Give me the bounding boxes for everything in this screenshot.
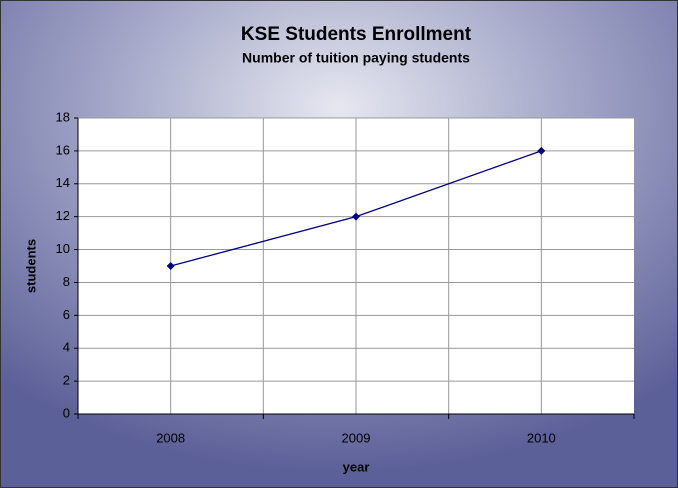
x-tick-label: 2009 [342,430,371,445]
y-axis-label: students [23,239,38,293]
y-tick-label: 12 [56,208,70,223]
data-point [537,146,546,155]
chart-subtitle: Number of tuition paying students [242,50,470,66]
y-tick-label: 0 [63,405,70,420]
y-tick-label: 2 [63,373,70,388]
y-tick-label: 6 [63,307,70,322]
x-axis-label: year [343,459,370,474]
data-point [166,262,175,270]
y-tick-label: 4 [63,340,70,355]
x-tick-label: 2010 [527,430,556,445]
x-tick-label: 2008 [156,430,185,445]
data-point [352,212,360,221]
y-tick-label: 10 [56,241,70,256]
y-tick-label: 8 [63,274,70,289]
y-tick-label: 18 [56,109,70,124]
y-tick-label: 14 [56,175,70,190]
y-tick-label: 16 [56,142,70,157]
chart-title: KSE Students Enrollment [241,24,472,45]
